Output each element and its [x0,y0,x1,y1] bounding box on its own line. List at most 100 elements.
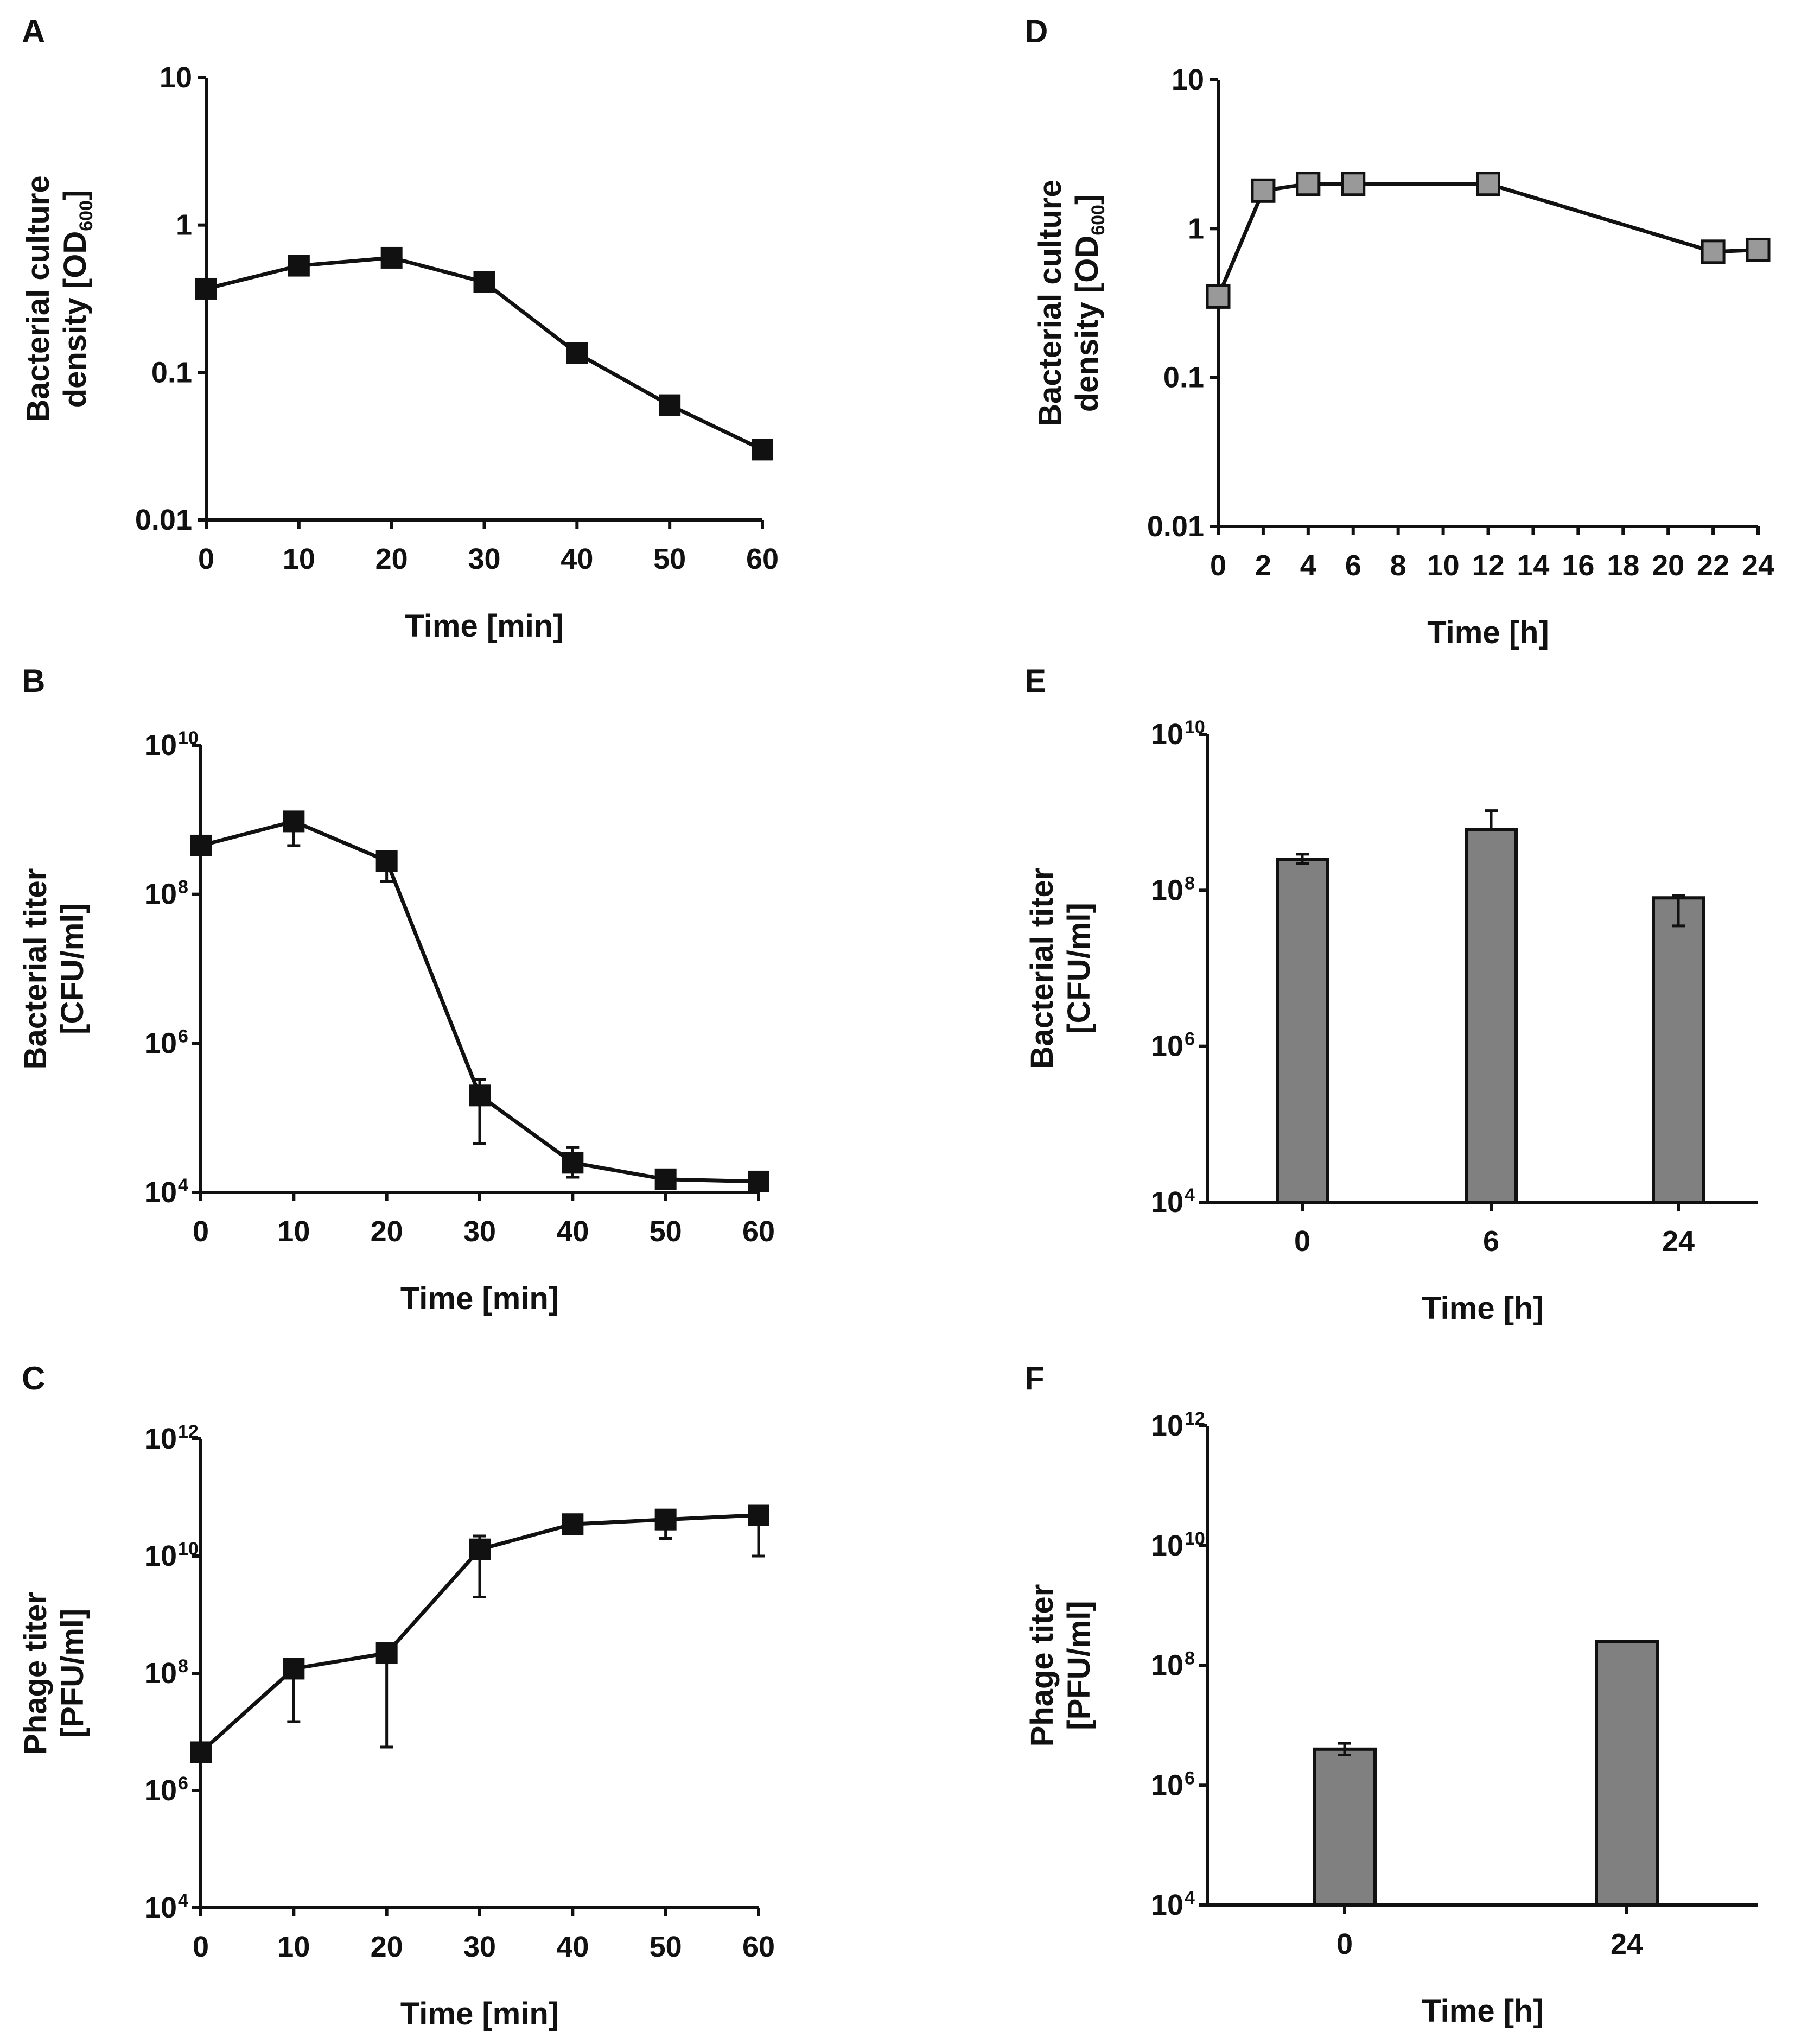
panel-letter-c: C [22,1360,45,1396]
data-point-d [1206,284,1231,309]
y-tick-exponent-b: 4 [178,1175,188,1196]
panel-letter-f: F [1024,1360,1045,1396]
y-tick-label-e: 10 [1151,1186,1183,1218]
x-axis-title-a: Time [min] [405,608,563,644]
x-tick-label-c: 60 [742,1931,775,1963]
data-point-d [1701,239,1726,264]
panel-letter-b: B [22,663,45,699]
y-tick-label-a: 1 [176,209,192,242]
x-tick-label-b: 20 [371,1215,403,1248]
chart-panel-d: 0.01 0.1 1 10 Bacterial culture density [OD60… [1033,64,1774,650]
x-tick-label-e: 24 [1662,1225,1695,1258]
data-point-a [659,394,681,416]
data-point-d [1251,178,1276,203]
y-tick-exponent-c: 4 [178,1890,188,1911]
y-tick-label-b: 10 [144,1176,177,1209]
y-axis-title-line2-f: [PFU/ml] [1061,1601,1097,1730]
x-tick-label-c: 30 [463,1931,496,1963]
y-tick-label-d: 0.1 [1163,361,1204,394]
data-point-c [654,1508,677,1531]
y-tick-label-e: 10 [1151,718,1183,751]
y-tick-label-c: 10 [144,1657,177,1690]
bar-e [1465,828,1518,1204]
x-tick-label-d: 0 [1210,549,1226,582]
y-axis-title-line1-c: Phage titer [18,1592,53,1755]
x-tick-label-d: 4 [1300,549,1316,582]
y-tick-exponent-c: 12 [178,1421,199,1442]
y-axis-title-line2-d: density [OD600] [1070,194,1109,412]
x-tick-label-a: 40 [561,543,593,575]
x-tick-label-c: 20 [371,1931,403,1963]
data-point-b [562,1152,584,1174]
x-tick-label-f: 24 [1611,1928,1643,1960]
y-tick-label-d: 10 [1172,64,1204,96]
data-point-a [473,271,495,293]
data-point-a [195,277,217,300]
chart-panel-a: 0.01 0.1 1 10 Bacterial culture density [OD60… [21,61,779,644]
x-axis-title-c: Time [min] [400,1996,559,2032]
bar-e [1652,896,1705,1204]
x-tick-label-b: 10 [277,1215,310,1248]
x-tick-label-d: 22 [1697,549,1729,582]
data-point-c [375,1642,398,1665]
data-point-a [752,439,773,461]
data-point-c [562,1513,584,1535]
x-tick-label-d: 12 [1472,549,1504,582]
x-tick-label-e: 0 [1294,1225,1310,1258]
y-tick-label-a: 0.01 [135,504,192,536]
y-axis-title-line1-e: Bacterial titer [1024,868,1060,1069]
x-tick-label-d: 10 [1427,549,1460,582]
x-tick-label-f: 0 [1336,1928,1353,1960]
x-axis-title-d: Time [h] [1427,615,1549,650]
y-tick-label-a: 10 [160,61,192,94]
x-tick-label-a: 0 [198,543,214,575]
y-tick-exponent-c: 10 [178,1539,199,1559]
y-tick-label-f: 10 [1151,1889,1183,1921]
x-tick-label-b: 0 [193,1215,209,1248]
y-axis-title-line2-a: density [OD600] [58,190,97,408]
x-axis-title-e: Time [h] [1422,1291,1544,1326]
y-tick-exponent-b: 6 [178,1026,188,1046]
y-tick-exponent-f: 6 [1185,1768,1195,1788]
y-tick-exponent-f: 10 [1185,1528,1205,1549]
x-axis-title-b: Time [min] [400,1281,559,1316]
y-tick-label-e: 10 [1151,1030,1183,1063]
y-tick-label-c: 10 [144,1774,177,1807]
x-tick-label-a: 50 [653,543,686,575]
data-point-a [288,255,310,277]
data-point-b [375,850,398,872]
y-axis-title-line2-c: [PFU/ml] [55,1609,90,1738]
y-axis-title-line1-a: Bacterial culture [21,175,56,422]
y-tick-label-a: 0.1 [151,356,192,389]
y-tick-label-d: 0.01 [1147,510,1204,543]
y-tick-label-c: 10 [144,1540,177,1572]
y-tick-label-f: 10 [1151,1649,1183,1682]
data-point-a [380,246,403,269]
x-tick-label-b: 50 [650,1215,682,1248]
y-tick-exponent-e: 10 [1185,717,1205,738]
x-tick-label-a: 10 [283,543,315,575]
panel-letter-d: D [1024,13,1048,49]
data-point-d [1296,172,1321,196]
data-point-a [566,342,588,364]
y-tick-label-c: 10 [144,1423,177,1455]
x-tick-label-d: 14 [1517,549,1549,582]
x-tick-label-d: 16 [1562,549,1594,582]
data-point-b [748,1170,769,1192]
y-tick-exponent-e: 6 [1185,1029,1195,1050]
data-point-c [748,1504,769,1526]
y-axis-title-line2-b: [CFU/ml] [55,903,90,1034]
x-axis-title-f: Time [h] [1422,1994,1544,2029]
x-tick-label-e: 6 [1483,1225,1499,1258]
y-tick-exponent-f: 8 [1185,1648,1195,1669]
y-tick-exponent-b: 8 [178,877,188,898]
x-tick-label-d: 6 [1345,549,1361,582]
x-tick-label-d: 24 [1742,549,1774,582]
x-tick-label-b: 40 [556,1215,589,1248]
y-tick-exponent-c: 8 [178,1656,188,1677]
y-tick-label-b: 10 [144,729,177,761]
